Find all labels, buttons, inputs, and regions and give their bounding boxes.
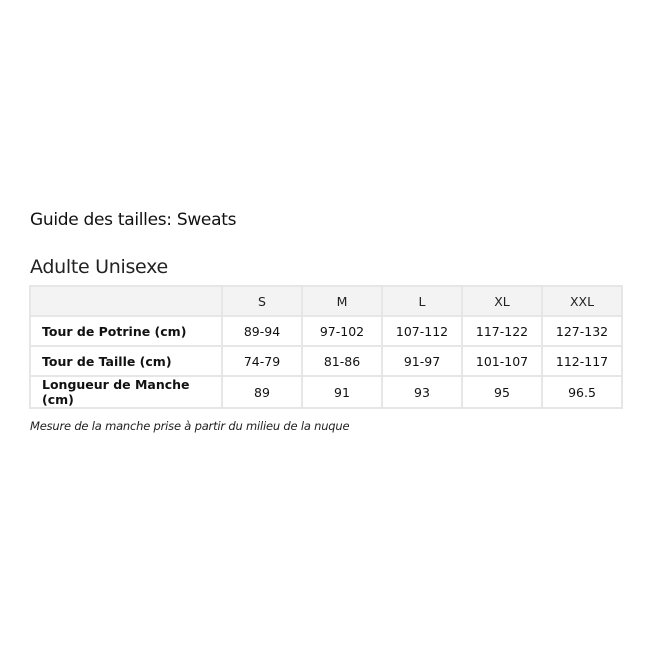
header-empty bbox=[29, 285, 223, 317]
cell: 107-112 bbox=[381, 315, 463, 347]
table-row: Tour de Taille (cm) 74-79 81-86 91-97 10… bbox=[29, 345, 623, 377]
cell: 81-86 bbox=[301, 345, 383, 377]
cell: 95 bbox=[461, 375, 543, 409]
cell: 93 bbox=[381, 375, 463, 409]
cell: 89-94 bbox=[221, 315, 303, 347]
cell: 89 bbox=[221, 375, 303, 409]
row-label: Longueur de Manche (cm) bbox=[29, 375, 223, 409]
header-xxl: XXL bbox=[541, 285, 623, 317]
footnote: Mesure de la manche prise à partir du mi… bbox=[30, 419, 350, 433]
cell: 117-122 bbox=[461, 315, 543, 347]
cell: 112-117 bbox=[541, 345, 623, 377]
table-row: Tour de Potrine (cm) 89-94 97-102 107-11… bbox=[29, 315, 623, 347]
cell: 101-107 bbox=[461, 345, 543, 377]
cell: 91 bbox=[301, 375, 383, 409]
table-header-row: S M L XL XXL bbox=[29, 285, 623, 317]
cell: 74-79 bbox=[221, 345, 303, 377]
cell: 96.5 bbox=[541, 375, 623, 409]
size-chart-table: S M L XL XXL Tour de Potrine (cm) 89-94 … bbox=[29, 285, 623, 409]
page-title: Guide des tailles: Sweats bbox=[30, 210, 237, 230]
header-xl: XL bbox=[461, 285, 543, 317]
cell: 127-132 bbox=[541, 315, 623, 347]
row-label: Tour de Potrine (cm) bbox=[29, 315, 223, 347]
header-m: M bbox=[301, 285, 383, 317]
table-row: Longueur de Manche (cm) 89 91 93 95 96.5 bbox=[29, 375, 623, 409]
section-subtitle: Adulte Unisexe bbox=[30, 256, 168, 278]
header-s: S bbox=[221, 285, 303, 317]
cell: 91-97 bbox=[381, 345, 463, 377]
row-label: Tour de Taille (cm) bbox=[29, 345, 223, 377]
header-l: L bbox=[381, 285, 463, 317]
cell: 97-102 bbox=[301, 315, 383, 347]
